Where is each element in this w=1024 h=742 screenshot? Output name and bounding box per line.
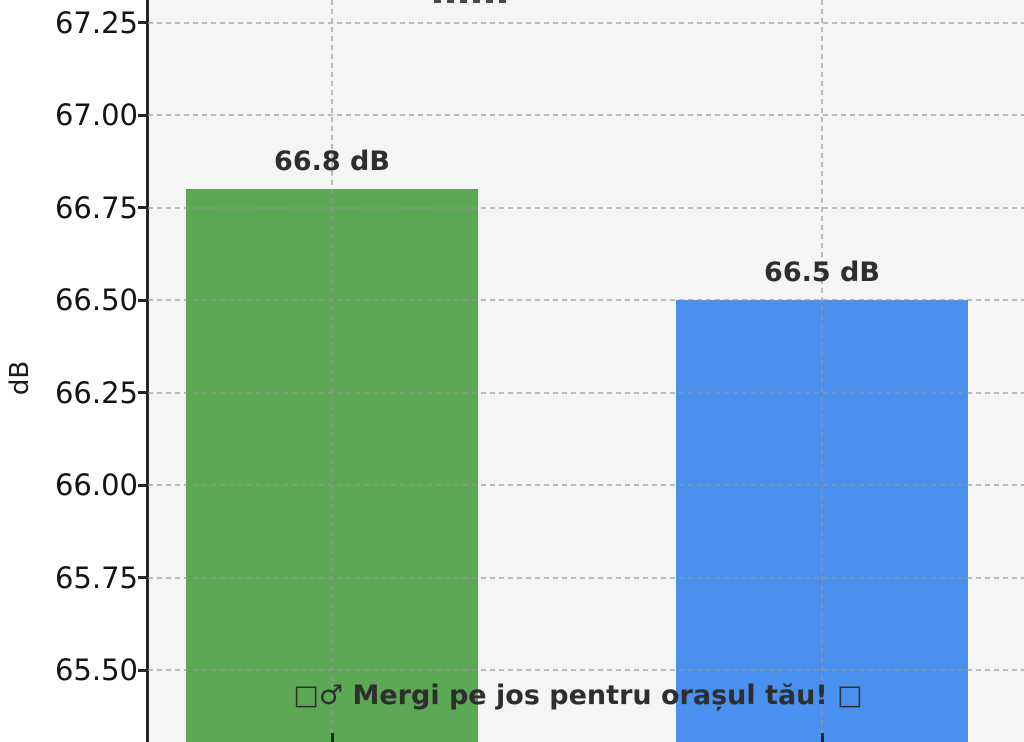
gridline-y-66.75 [148,206,1024,209]
y-tick-label: 67.25 [54,5,138,40]
gridline-y-67.25 [148,21,1024,24]
y-tick-label: 66.00 [54,468,138,503]
y-axis-spine [146,0,149,742]
gridline-y-65.75 [148,576,1024,579]
cropped-title-fragment [434,0,506,3]
gridline-y-65.50 [148,669,1024,672]
y-tick-mark [138,576,148,580]
x-tick-mark [330,733,334,742]
gridline-y-66.00 [148,484,1024,487]
y-tick-label: 66.50 [54,283,138,318]
y-tick-mark [138,298,148,302]
y-tick-label: 67.00 [54,98,138,133]
y-tick-mark [138,206,148,210]
x-tick-mark [820,733,824,742]
y-tick-mark [138,21,148,25]
bar-value-label: 66.5 dB [764,257,880,289]
y-tick-mark [138,391,148,395]
y-tick-label: 65.50 [54,653,138,688]
y-axis-title: dB [5,360,35,396]
gridline-x-bar-center [821,0,823,742]
y-tick-label: 66.75 [54,190,138,225]
bar-value-label: 66.8 dB [274,146,390,178]
y-tick-label: 66.25 [54,375,138,410]
gridline-y-66.50 [148,299,1024,302]
y-tick-mark [138,113,148,117]
gridline-x-bar-center [331,0,333,742]
y-tick-label: 65.75 [54,560,138,595]
y-tick-mark [138,668,148,672]
y-tick-mark [138,483,148,487]
gridline-y-67.00 [148,114,1024,117]
gridline-y-66.25 [148,391,1024,394]
annotation-message: □♂ Mergi pe jos pentru orașul tău! □ [293,680,863,711]
